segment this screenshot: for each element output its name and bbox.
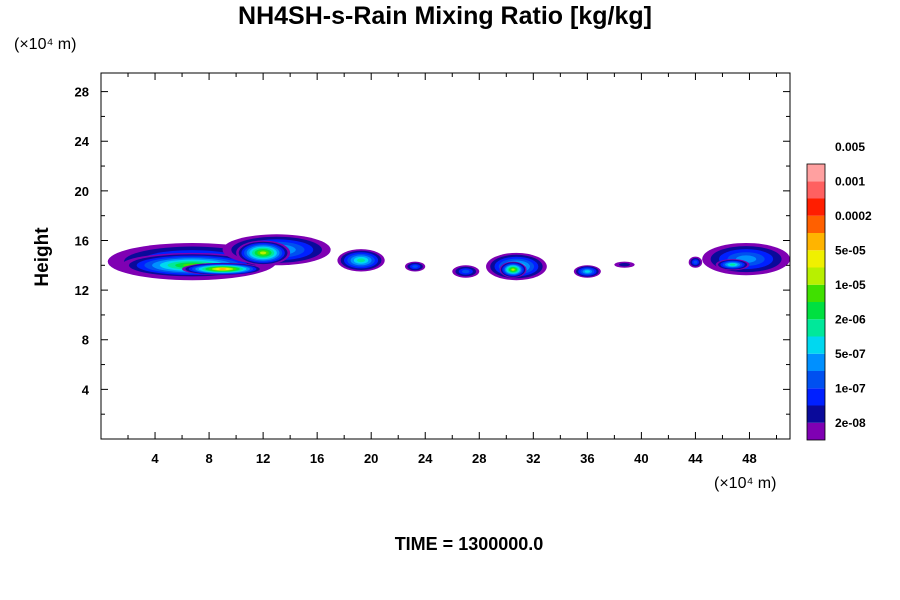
cloud-region — [573, 265, 601, 278]
cloud-region — [702, 242, 790, 276]
x-tick-label: 44 — [688, 451, 703, 466]
x-axis: 4 8 12 16 20 24 28 32 36 40 44 48 — [127, 73, 777, 466]
contour-band — [511, 268, 515, 271]
legend-label: 1e-07 — [835, 381, 866, 395]
legend-swatch — [807, 284, 825, 302]
y-axis-title: Height — [32, 227, 53, 287]
legend-label: 5e-07 — [835, 347, 866, 361]
legend-swatch — [807, 371, 825, 389]
legend-label: 2e-08 — [835, 416, 866, 430]
cloud-region — [452, 265, 480, 278]
cloud-region — [715, 259, 750, 271]
x-tick-label: 24 — [418, 451, 433, 466]
legend-swatch — [807, 250, 825, 268]
contour-band — [357, 258, 366, 263]
cloud-region — [688, 256, 703, 268]
legend-label: 5e-05 — [835, 243, 866, 257]
contour-band — [218, 268, 227, 271]
x-tick-label: 36 — [580, 451, 594, 466]
legend-swatch — [807, 267, 825, 285]
legend-swatch — [807, 215, 825, 233]
contour-band — [693, 260, 698, 264]
legend-label: 2e-06 — [835, 312, 866, 326]
legend-swatch — [807, 181, 825, 199]
cloud-region — [404, 261, 426, 272]
y-tick-label: 20 — [75, 184, 89, 199]
time-label: TIME = 1300000.0 — [395, 534, 544, 554]
y-tick-label: 24 — [75, 134, 90, 149]
legend-label: 0.005 — [835, 140, 865, 154]
cloud-region — [236, 240, 291, 266]
y-tick-label: 16 — [75, 233, 89, 248]
legend-frame — [806, 163, 826, 441]
chart-title: NH4SH-s-Rain Mixing Ratio [kg/kg] — [238, 2, 652, 30]
legend-swatch — [807, 302, 825, 320]
legend-swatch — [807, 198, 825, 216]
legend-label: 0.001 — [835, 174, 865, 188]
contour-band — [461, 269, 470, 274]
y-tick-label: 4 — [82, 382, 90, 397]
x-tick-label: 32 — [526, 451, 540, 466]
y-tick-label: 28 — [75, 85, 89, 100]
cloud-region — [614, 261, 635, 268]
x-tick-label: 28 — [472, 451, 486, 466]
contour-band — [259, 251, 267, 255]
y-unit-label: (×10⁴ m) — [14, 36, 76, 53]
cloud-region — [499, 261, 527, 278]
x-tick-label: 48 — [742, 451, 756, 466]
x-tick-label: 20 — [364, 451, 378, 466]
legend-swatch — [807, 405, 825, 423]
y-tick-label: 12 — [75, 283, 89, 298]
color-legend: 2e-08 1e-07 5e-07 2e-06 1e-05 5e-05 0.0002 0.00… — [806, 140, 872, 441]
x-tick-label: 12 — [256, 451, 270, 466]
x-tick-label: 16 — [310, 451, 324, 466]
plot-frame — [100, 72, 791, 440]
x-tick-label: 4 — [151, 451, 159, 466]
x-tick-label: 40 — [634, 451, 648, 466]
legend-swatch — [807, 319, 825, 337]
legend-label: 1e-05 — [835, 278, 866, 292]
x-tick-label: 8 — [205, 451, 212, 466]
legend-swatch — [807, 353, 825, 371]
contour-band — [729, 263, 736, 266]
legend-label: 0.0002 — [835, 209, 872, 223]
cloud-region — [337, 249, 385, 272]
legend-swatch — [807, 164, 825, 182]
x-unit-label: (×10⁴ m) — [714, 475, 776, 492]
legend-swatch — [807, 422, 825, 440]
y-tick-label: 8 — [82, 333, 89, 348]
cloud-region — [182, 262, 264, 276]
contour-band — [412, 265, 418, 268]
contour-band — [618, 262, 631, 267]
legend-swatch — [807, 233, 825, 251]
legend-swatch — [807, 388, 825, 406]
mixing-ratio-field — [107, 234, 790, 281]
legend-swatch — [807, 336, 825, 354]
contour-band — [584, 270, 590, 273]
y-axis: 4 8 12 16 20 24 28 — [75, 85, 790, 415]
